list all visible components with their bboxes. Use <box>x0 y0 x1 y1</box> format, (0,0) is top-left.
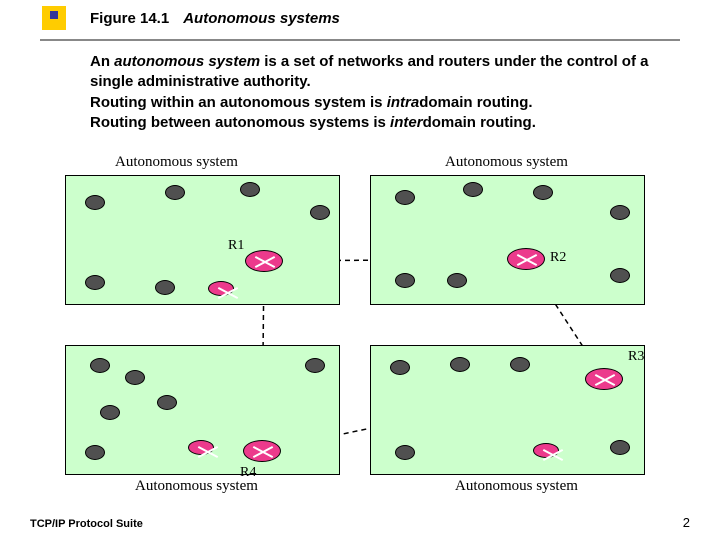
network-node <box>305 358 325 373</box>
network-node <box>240 182 260 197</box>
network-node <box>610 440 630 455</box>
router-r3 <box>585 368 623 390</box>
router-r2 <box>507 248 545 270</box>
network-node <box>610 205 630 220</box>
network-node <box>155 280 175 295</box>
network-node <box>447 273 467 288</box>
network-node <box>85 195 105 210</box>
network-node <box>390 360 410 375</box>
small-router <box>188 440 214 455</box>
as-box <box>65 175 340 305</box>
network-node <box>463 182 483 197</box>
network-node <box>85 275 105 290</box>
figure-title-row: Figure 14.1 Autonomous systems <box>42 6 340 30</box>
figure-number: Figure 14.1 <box>90 10 169 27</box>
small-router <box>533 443 559 458</box>
router-r4 <box>243 440 281 462</box>
network-node <box>395 273 415 288</box>
network-node <box>450 357 470 372</box>
bullet-icon <box>42 6 66 30</box>
network-node <box>610 268 630 283</box>
network-node <box>533 185 553 200</box>
router-label: R2 <box>550 250 566 266</box>
network-node <box>310 205 330 220</box>
router-r1 <box>245 250 283 272</box>
network-node <box>125 370 145 385</box>
page-number: 2 <box>683 515 690 530</box>
router-label: R1 <box>228 238 244 254</box>
body-text: An autonomous system is a set of network… <box>90 52 650 133</box>
small-router <box>208 281 234 296</box>
footer-book-title: TCP/IP Protocol Suite <box>30 518 143 530</box>
as-label: Autonomous system <box>115 154 238 171</box>
network-node <box>90 358 110 373</box>
figure-title: Autonomous systems <box>183 10 340 27</box>
as-label: Autonomous system <box>455 478 578 495</box>
network-node <box>100 405 120 420</box>
network-node <box>165 185 185 200</box>
network-node <box>85 445 105 460</box>
title-underline <box>40 39 680 41</box>
network-node <box>395 445 415 460</box>
network-node <box>510 357 530 372</box>
network-node <box>395 190 415 205</box>
autonomous-systems-diagram: Autonomous systemAutonomous systemAutono… <box>55 150 655 490</box>
router-label: R3 <box>628 349 644 365</box>
network-node <box>157 395 177 410</box>
router-label: R4 <box>240 465 256 481</box>
as-label: Autonomous system <box>445 154 568 171</box>
